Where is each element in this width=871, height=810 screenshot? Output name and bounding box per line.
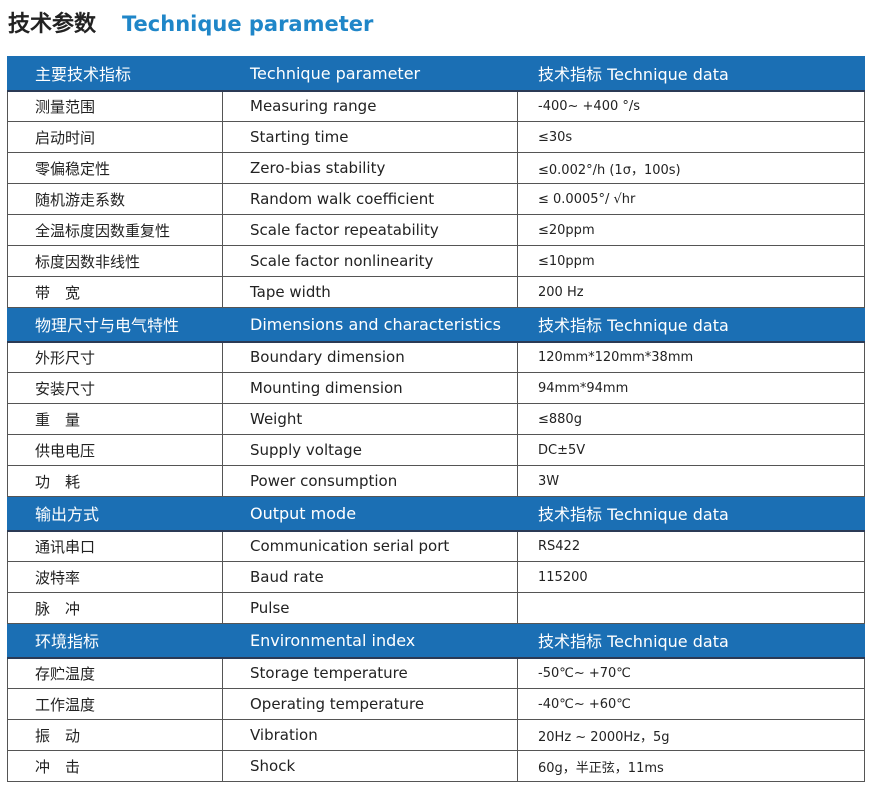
en-label-cell: Scale factor nonlinearity bbox=[222, 245, 518, 277]
cn-label-cell: 波特率 bbox=[7, 561, 223, 593]
en-label-cell: Pulse bbox=[222, 592, 518, 624]
section-header: 物理尺寸与电气特性 Dimensions and characteristics 技… bbox=[7, 307, 865, 343]
table-row: 重 量 Weight ≤880g bbox=[7, 403, 865, 435]
cn-label-cell: 主要技术指标 bbox=[7, 56, 223, 92]
en-label-cell: Mounting dimension bbox=[222, 372, 518, 404]
section-header: 环境指标 Environmental index 技术指标 Technique da… bbox=[7, 623, 865, 659]
value-cell: 200 Hz bbox=[517, 276, 865, 308]
page-title: 技术参数 Technique parameter bbox=[8, 6, 373, 38]
table-row: 冲 击 Shock 60g，半正弦，11ms bbox=[7, 750, 865, 782]
cn-label-cell: 通讯串口 bbox=[7, 530, 223, 562]
en-label-cell: Shock bbox=[222, 750, 518, 782]
cn-label-cell: 启动时间 bbox=[7, 121, 223, 153]
cn-label-cell: 标度因数非线性 bbox=[7, 245, 223, 277]
en-label-cell: Zero-bias stability bbox=[222, 152, 518, 184]
cn-label-cell: 带 宽 bbox=[7, 276, 223, 308]
en-label-cell: Boundary dimension bbox=[222, 341, 518, 373]
cn-label-cell: 脉 冲 bbox=[7, 592, 223, 624]
cn-label-cell: 随机游走系数 bbox=[7, 183, 223, 215]
table-row: 存贮温度 Storage temperature -50℃~ +70℃ bbox=[7, 657, 865, 689]
value-cell: ≤ 0.0005°/ √hr bbox=[517, 183, 865, 215]
table-row: 随机游走系数 Random walk coefficient ≤ 0.0005°/ … bbox=[7, 183, 865, 215]
section-header: 输出方式 Output mode 技术指标 Technique data bbox=[7, 496, 865, 532]
value-cell: RS422 bbox=[517, 530, 865, 562]
en-label-cell: Random walk coefficient bbox=[222, 183, 518, 215]
value-cell: 60g，半正弦，11ms bbox=[517, 750, 865, 782]
cn-label-cell: 功 耗 bbox=[7, 465, 223, 497]
en-label-cell: Vibration bbox=[222, 719, 518, 751]
cn-label-cell: 物理尺寸与电气特性 bbox=[7, 307, 223, 343]
value-cell: 120mm*120mm*38mm bbox=[517, 341, 865, 373]
cn-label-cell: 全温标度因数重复性 bbox=[7, 214, 223, 246]
table-row: 安装尺寸 Mounting dimension 94mm*94mm bbox=[7, 372, 865, 404]
table-row: 脉 冲 Pulse bbox=[7, 592, 865, 624]
table-row: 工作温度 Operating temperature -40℃~ +60℃ bbox=[7, 688, 865, 720]
en-label-cell: Measuring range bbox=[222, 90, 518, 122]
value-cell: 技术指标 Technique data bbox=[517, 496, 865, 532]
en-label-cell: Baud rate bbox=[222, 561, 518, 593]
value-cell: 3W bbox=[517, 465, 865, 497]
value-cell: ≤20ppm bbox=[517, 214, 865, 246]
value-cell: 115200 bbox=[517, 561, 865, 593]
cn-label-cell: 测量范围 bbox=[7, 90, 223, 122]
cn-label-cell: 存贮温度 bbox=[7, 657, 223, 689]
value-cell: ≤10ppm bbox=[517, 245, 865, 277]
value-cell: 94mm*94mm bbox=[517, 372, 865, 404]
title-en: Technique parameter bbox=[122, 12, 374, 36]
en-label-cell: Dimensions and characteristics bbox=[222, 307, 518, 343]
table-row: 外形尺寸 Boundary dimension 120mm*120mm*38mm bbox=[7, 341, 865, 373]
en-label-cell: Operating temperature bbox=[222, 688, 518, 720]
table-row: 标度因数非线性 Scale factor nonlinearity ≤10ppm bbox=[7, 245, 865, 277]
table-row: 振 动 Vibration 20Hz ~ 2000Hz，5g bbox=[7, 719, 865, 751]
table-row: 功 耗 Power consumption 3W bbox=[7, 465, 865, 497]
value-cell: -40℃~ +60℃ bbox=[517, 688, 865, 720]
spec-table: 主要技术指标 Technique parameter 技术指标 Technique … bbox=[7, 56, 865, 782]
en-label-cell: Starting time bbox=[222, 121, 518, 153]
cn-label-cell: 供电电压 bbox=[7, 434, 223, 466]
cn-label-cell: 零偏稳定性 bbox=[7, 152, 223, 184]
table-row: 供电电压 Supply voltage DC±5V bbox=[7, 434, 865, 466]
value-cell bbox=[517, 592, 865, 624]
table-row: 全温标度因数重复性 Scale factor repeatability ≤20pp… bbox=[7, 214, 865, 246]
en-label-cell: Storage temperature bbox=[222, 657, 518, 689]
value-cell: 技术指标 Technique data bbox=[517, 623, 865, 659]
table-row: 带 宽 Tape width 200 Hz bbox=[7, 276, 865, 308]
table-row: 波特率 Baud rate 115200 bbox=[7, 561, 865, 593]
value-cell: 技术指标 Technique data bbox=[517, 307, 865, 343]
cn-label-cell: 工作温度 bbox=[7, 688, 223, 720]
cn-label-cell: 安装尺寸 bbox=[7, 372, 223, 404]
value-cell: 20Hz ~ 2000Hz，5g bbox=[517, 719, 865, 751]
table-row: 通讯串口 Communication serial port RS422 bbox=[7, 530, 865, 562]
table-row: 测量范围 Measuring range -400~ +400 °/s bbox=[7, 90, 865, 122]
value-cell: DC±5V bbox=[517, 434, 865, 466]
en-label-cell: Supply voltage bbox=[222, 434, 518, 466]
title-cn: 技术参数 bbox=[8, 12, 97, 37]
cn-label-cell: 输出方式 bbox=[7, 496, 223, 532]
cn-label-cell: 重 量 bbox=[7, 403, 223, 435]
value-cell: 技术指标 Technique data bbox=[517, 56, 865, 92]
value-cell: -50℃~ +70℃ bbox=[517, 657, 865, 689]
cn-label-cell: 环境指标 bbox=[7, 623, 223, 659]
en-label-cell: Power consumption bbox=[222, 465, 518, 497]
en-label-cell: Environmental index bbox=[222, 623, 518, 659]
cn-label-cell: 外形尺寸 bbox=[7, 341, 223, 373]
en-label-cell: Tape width bbox=[222, 276, 518, 308]
cn-label-cell: 振 动 bbox=[7, 719, 223, 751]
value-cell: ≤30s bbox=[517, 121, 865, 153]
table-row: 零偏稳定性 Zero-bias stability ≤0.002°/h (1σ，10… bbox=[7, 152, 865, 184]
en-label-cell: Scale factor repeatability bbox=[222, 214, 518, 246]
table-row: 启动时间 Starting time ≤30s bbox=[7, 121, 865, 153]
value-cell: ≤880g bbox=[517, 403, 865, 435]
en-label-cell: Communication serial port bbox=[222, 530, 518, 562]
value-cell: -400~ +400 °/s bbox=[517, 90, 865, 122]
en-label-cell: Output mode bbox=[222, 496, 518, 532]
section-header: 主要技术指标 Technique parameter 技术指标 Technique … bbox=[7, 56, 865, 92]
cn-label-cell: 冲 击 bbox=[7, 750, 223, 782]
en-label-cell: Technique parameter bbox=[222, 56, 518, 92]
en-label-cell: Weight bbox=[222, 403, 518, 435]
value-cell: ≤0.002°/h (1σ，100s) bbox=[517, 152, 865, 184]
